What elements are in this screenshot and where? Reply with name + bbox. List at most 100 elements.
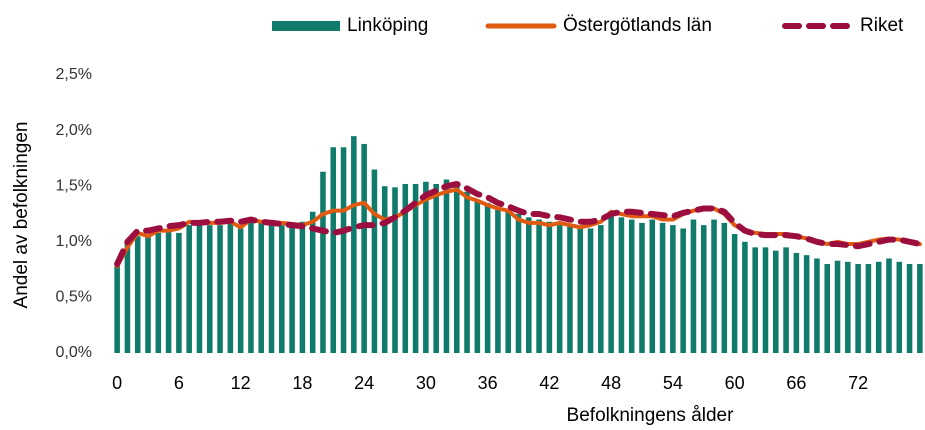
bar	[917, 264, 923, 353]
bar	[453, 183, 460, 353]
bar	[248, 219, 254, 353]
bar	[567, 225, 573, 353]
legend-label: Riket	[860, 15, 904, 36]
bar	[855, 264, 861, 353]
bar	[659, 222, 666, 353]
bar	[433, 183, 439, 353]
bar	[371, 169, 378, 353]
bar	[618, 217, 625, 353]
bar	[690, 219, 697, 353]
y-tick-label: 0,5%	[56, 289, 92, 306]
y-axis-title: Andel av befolkningen	[11, 122, 32, 309]
bar	[793, 252, 800, 353]
bar	[752, 247, 758, 353]
bar	[814, 258, 820, 353]
bar	[803, 255, 810, 353]
bar	[186, 225, 192, 353]
bar	[176, 232, 182, 353]
bar	[742, 241, 748, 353]
x-tick-label: 24	[354, 373, 374, 393]
bar	[598, 225, 604, 353]
bar	[700, 225, 707, 353]
bar	[165, 230, 172, 353]
bar	[536, 219, 542, 353]
bar	[886, 258, 892, 353]
bar	[351, 136, 357, 353]
bar	[340, 147, 347, 353]
x-tick-label: 0	[112, 373, 122, 393]
bar	[145, 236, 151, 353]
x-tick-label: 48	[601, 373, 621, 393]
x-tick-label: 18	[292, 373, 312, 393]
x-tick-label: 54	[663, 373, 683, 393]
bar	[361, 143, 367, 353]
bar	[865, 264, 872, 353]
bar	[412, 183, 419, 353]
bar	[309, 211, 316, 353]
bar	[783, 247, 789, 353]
bar	[556, 225, 563, 353]
bar	[587, 228, 594, 353]
bar	[114, 266, 120, 353]
legend-label: Östergötlands län	[563, 15, 712, 36]
bar	[196, 221, 203, 353]
bar	[649, 219, 656, 353]
bar	[299, 221, 306, 353]
bar	[124, 244, 131, 353]
bar	[577, 228, 584, 353]
x-axis-title: Befolkningens ålder	[567, 405, 735, 426]
bar	[680, 228, 686, 353]
bar	[155, 232, 162, 353]
x-tick-label: 72	[848, 373, 868, 393]
bar	[443, 179, 450, 353]
y-tick-label: 2,5%	[56, 66, 92, 83]
bar	[546, 221, 553, 353]
bar	[279, 225, 285, 353]
bar	[772, 250, 779, 353]
bar	[330, 147, 337, 353]
bar	[906, 264, 913, 353]
x-tick-label: 36	[478, 373, 498, 393]
bar	[206, 225, 213, 353]
bar	[464, 191, 470, 353]
bar	[731, 234, 738, 353]
bar	[237, 228, 244, 353]
bar	[217, 225, 223, 353]
legend-label: Linköping	[347, 15, 428, 36]
bar	[824, 264, 831, 353]
legend-swatch	[272, 21, 340, 31]
bar	[495, 208, 501, 353]
bar	[896, 261, 903, 353]
x-tick-label: 12	[231, 373, 251, 393]
y-tick-label: 2,0%	[56, 122, 92, 139]
bar	[484, 202, 491, 353]
bar	[289, 225, 295, 353]
dashed-line	[114, 180, 923, 268]
y-tick-label: 1,5%	[56, 177, 92, 194]
bar	[381, 186, 388, 353]
x-tick-label: 60	[725, 373, 745, 393]
bar	[721, 222, 728, 353]
bar	[670, 225, 676, 353]
x-tick-label: 66	[786, 373, 806, 393]
bar	[875, 261, 882, 353]
y-tick-label: 1,0%	[56, 233, 92, 250]
bar	[526, 217, 532, 353]
bar	[834, 260, 841, 353]
bar	[762, 247, 769, 353]
bar	[515, 214, 522, 353]
bar	[845, 261, 851, 353]
bar	[268, 225, 275, 353]
bar	[320, 171, 326, 353]
bar	[608, 211, 614, 353]
bar	[628, 219, 635, 353]
bar	[227, 221, 234, 353]
x-tick-label: 6	[174, 373, 184, 393]
bar	[258, 221, 265, 353]
x-tick-label: 42	[539, 373, 559, 393]
bar	[639, 222, 645, 353]
bar	[392, 187, 398, 353]
y-tick-label: 0,0%	[56, 344, 92, 361]
bar	[423, 181, 429, 353]
